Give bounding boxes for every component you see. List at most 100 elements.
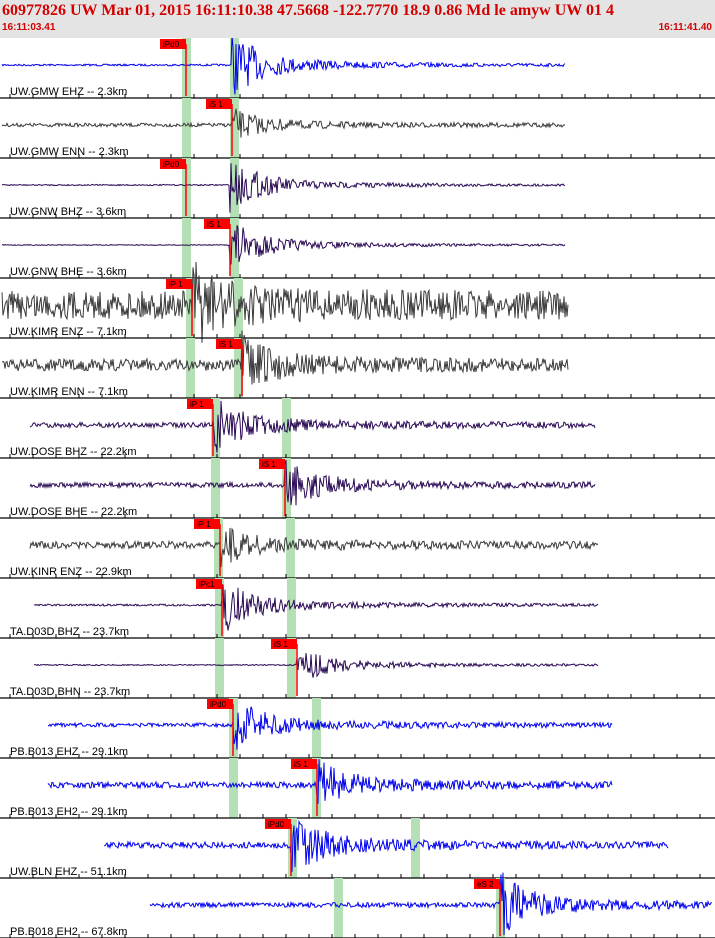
trace-2[interactable]: iS 1 UW.GMW ENN -- 2.3km [0, 98, 715, 159]
trace-13[interactable]: iS 1 PB.B013 EH2 -- 29.1km [0, 758, 715, 819]
p-zone [182, 98, 191, 158]
trace-1[interactable]: iPd0 UW.GMW EHZ -- 2.3km [0, 38, 715, 99]
pick-flag-label: iS 1 [219, 340, 233, 349]
end-time: 16:11:41.40 [658, 22, 712, 33]
pick-flag[interactable] [259, 459, 285, 469]
trace-8[interactable]: iS 1 UW.DOSE BHE -- 22.2km [0, 458, 715, 519]
trace-7[interactable]: iP 1 UW.DOSE BHZ -- 22.2km [0, 398, 715, 459]
waveform [29, 527, 599, 568]
seismogram-panel[interactable]: iPd0 UW.GMW EHZ -- 2.3km iS 1 UW.GMW ENN --… [0, 38, 715, 938]
trace-label: UW.GNW BHE -- 3.6km [10, 266, 127, 278]
pick-flag-label: iPd0 [163, 160, 180, 169]
waveform [1, 108, 566, 138]
pick-flag[interactable] [265, 819, 291, 829]
pick-flag-label: eS 2 [477, 880, 494, 889]
waveform [29, 400, 596, 453]
trace-label: UW.DOSE BHZ -- 22.2km [10, 446, 137, 458]
trace-label: UW.KIMR ENN -- 7.1km [10, 386, 128, 398]
pick-flag-label: iS 1 [274, 640, 288, 649]
p-zone [182, 218, 191, 278]
waveform [1, 38, 566, 95]
trace-label: TA.D03D BHZ -- 23.7km [10, 626, 129, 638]
trace-12[interactable]: iPd0 PB.B013 EHZ -- 29.1km [0, 698, 715, 759]
pick-flag-label: iPd0 [268, 820, 285, 829]
trace-label: UW.KINR ENZ -- 22.9km [10, 566, 132, 578]
trace-15[interactable]: eS 2 PB.B018 EH2 -- 67.8km [0, 872, 715, 938]
waveform [1, 225, 566, 265]
p-zone [229, 758, 238, 818]
trace-label: PB.B018 EH2 -- 67.8km [10, 926, 127, 938]
pick-flag[interactable] [216, 339, 242, 349]
p-zone [214, 518, 223, 578]
p-zone [215, 638, 224, 698]
p-zone [215, 578, 224, 638]
pick-flag[interactable] [271, 639, 297, 649]
pick-flag[interactable] [166, 279, 192, 289]
pick-flag[interactable] [187, 399, 213, 409]
trace-10[interactable]: iPc1 TA.D03D BHZ -- 23.7km [0, 578, 715, 639]
pick-flag-label: iS 1 [294, 760, 308, 769]
trace-6[interactable]: iS 1 UW.KIMR ENN -- 7.1km [0, 330, 715, 399]
trace-label: UW.KIMR ENZ -- 7.1km [10, 326, 127, 338]
waveform [47, 759, 613, 804]
pick-flag-label: iP 1 [190, 400, 204, 409]
pick-flag[interactable] [206, 99, 232, 109]
waveform [33, 653, 599, 678]
pick-flag[interactable] [160, 159, 186, 169]
waveform [33, 584, 599, 631]
trace-label: PB.B013 EH2 -- 29.1km [10, 806, 127, 818]
header-bar: 60977826 UW Mar 01, 2015 16:11:10.38 47.… [0, 0, 715, 38]
s-zone [286, 518, 295, 578]
trace-label: UW.DOSE BHE -- 22.2km [10, 506, 137, 518]
waveform [103, 819, 669, 872]
trace-14[interactable]: iPd0 UW.BLN EHZ -- 51.1km [0, 818, 715, 879]
trace-label: UW.BLN EHZ -- 51.1km [10, 866, 127, 878]
trace-label: TA.D03D BHN -- 23.7km [10, 686, 130, 698]
pick-flag-label: iS 1 [209, 100, 223, 109]
pick-flag-label: iPc1 [199, 580, 215, 589]
trace-11[interactable]: iS 1 TA.D03D BHN -- 23.7km [0, 638, 715, 699]
s-zone [282, 398, 291, 458]
pick-flag-label: iS 1 [262, 460, 276, 469]
trace-9[interactable]: iP 1 UW.KINR ENZ -- 22.9km [0, 518, 715, 579]
pick-flag[interactable] [160, 39, 186, 49]
s-zone [411, 818, 420, 878]
pick-flag[interactable] [204, 219, 230, 229]
pick-flag[interactable] [474, 879, 500, 889]
trace-4[interactable]: iS 1 UW.GNW BHE -- 3.6km [0, 218, 715, 279]
pick-flag-label: iP 1 [169, 280, 183, 289]
trace-label: UW.GNW BHZ -- 3.6km [10, 206, 126, 218]
pick-flag[interactable] [196, 579, 222, 589]
s-zone [230, 38, 239, 98]
pick-flag-label: iS 1 [207, 220, 221, 229]
p-zone [211, 398, 220, 458]
trace-label: PB.B013 EHZ -- 29.1km [10, 746, 128, 758]
s-zone [287, 578, 296, 638]
waveform [47, 706, 613, 750]
pick-flag[interactable] [194, 519, 220, 529]
pick-flag-label: iPd0 [163, 40, 180, 49]
trace-label: UW.GMW ENN -- 2.3km [10, 146, 129, 158]
p-zone [211, 458, 220, 518]
waveform [29, 459, 596, 506]
waveform [1, 261, 569, 343]
trace-5[interactable]: iP 1 UW.KIMR ENZ -- 7.1km [0, 261, 715, 343]
waveform [1, 330, 569, 385]
start-time: 16:11:03.41 [2, 22, 56, 33]
s-zone [230, 218, 239, 278]
event-title: 60977826 UW Mar 01, 2015 16:11:10.38 47.… [2, 2, 614, 19]
s-zone [230, 158, 239, 218]
p-zone [334, 878, 343, 938]
trace-3[interactable]: iPd0 UW.GNW BHZ -- 3.6km [0, 158, 715, 219]
waveform [2, 163, 566, 213]
s-zone [287, 638, 296, 698]
pick-flag[interactable] [291, 759, 317, 769]
pick-flag-label: iP 1 [197, 520, 211, 529]
p-zone [186, 278, 195, 338]
trace-label: UW.GMW EHZ -- 2.3km [10, 86, 127, 98]
s-zone [230, 98, 239, 158]
s-zone [234, 338, 243, 398]
pick-flag[interactable] [207, 699, 233, 709]
waveform [149, 872, 713, 936]
pick-flag-label: iPd0 [210, 700, 227, 709]
